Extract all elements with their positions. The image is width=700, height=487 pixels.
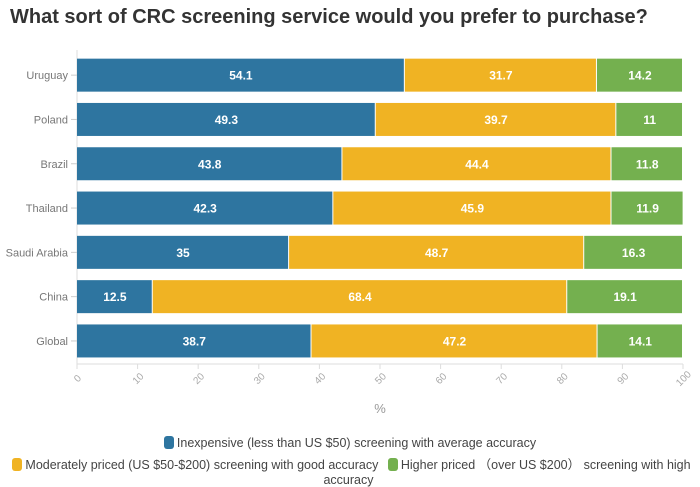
x-tick-label: 50: [373, 371, 389, 387]
bar-segment[interactable]: [342, 147, 611, 181]
data-label: 44.4: [465, 157, 489, 171]
bar-segment[interactable]: [77, 324, 311, 358]
x-tick-label: 40: [313, 371, 329, 387]
bar-segment[interactable]: [611, 191, 683, 225]
data-label: 38.7: [183, 334, 207, 348]
data-label: 47.2: [443, 334, 467, 348]
legend-row-1: Inexpensive (less than US $50) screening…: [0, 436, 700, 450]
bar-segment[interactable]: [404, 58, 596, 92]
data-label: 45.9: [461, 202, 485, 216]
data-label: 16.3: [622, 246, 646, 260]
bar-segment[interactable]: [77, 102, 375, 136]
data-label: 39.7: [484, 113, 508, 127]
data-label: 49.3: [215, 113, 239, 127]
category-label: Poland: [34, 114, 68, 126]
data-label: 12.5: [103, 290, 127, 304]
data-label: 48.7: [425, 246, 449, 260]
bar-segment[interactable]: [375, 102, 616, 136]
legend-swatch: [387, 458, 398, 471]
legend-item-inexpensive[interactable]: Inexpensive (less than US $50) screening…: [163, 436, 537, 450]
legend-row-2: Moderately priced (US $50-$200) screenin…: [0, 454, 700, 487]
bar-segment[interactable]: [567, 280, 682, 314]
bar-segment[interactable]: [596, 58, 682, 92]
bar-segment[interactable]: [597, 324, 682, 358]
bar-segment[interactable]: [584, 235, 682, 269]
legend-item-moderate[interactable]: Moderately priced (US $50-$200) screenin…: [12, 458, 378, 472]
chart-title: What sort of CRC screening service would…: [10, 6, 648, 28]
data-label: 11.8: [636, 157, 659, 171]
bar-segment[interactable]: [77, 235, 289, 269]
category-label: Saudi Arabia: [6, 247, 69, 259]
data-label: 11: [643, 113, 656, 127]
legend-swatch: [163, 436, 174, 449]
x-tick-label: 10: [131, 371, 147, 387]
x-tick-label: 80: [555, 371, 571, 387]
x-axis-title: %: [374, 401, 386, 416]
data-label: 54.1: [229, 69, 253, 83]
bar-segment[interactable]: [611, 147, 682, 181]
data-label: 14.1: [629, 334, 653, 348]
data-label: 31.7: [489, 69, 513, 83]
data-label: 19.1: [613, 290, 637, 304]
x-tick-label: 100: [674, 369, 694, 389]
bar-segment[interactable]: [616, 102, 682, 136]
x-tick-label: 0: [72, 373, 84, 385]
data-label: 43.8: [198, 157, 222, 171]
x-tick-label: 20: [191, 371, 207, 387]
x-tick-label: 30: [252, 371, 268, 387]
x-tick-label: 70: [494, 371, 510, 387]
bar-segment[interactable]: [77, 147, 342, 181]
bar-segment[interactable]: [289, 235, 584, 269]
x-tick-label: 90: [616, 371, 632, 387]
bar-segment[interactable]: [77, 280, 152, 314]
data-label: 68.4: [348, 290, 372, 304]
category-label: Uruguay: [26, 70, 68, 82]
category-label: Global: [36, 336, 68, 348]
category-label: Thailand: [26, 203, 68, 215]
legend-label: Higher priced （over US $200） screening w…: [323, 458, 691, 487]
x-tick-label: 60: [434, 371, 450, 387]
legend-item-higher[interactable]: Higher priced （over US $200） screening w…: [323, 458, 691, 487]
legend-label: Inexpensive (less than US $50) screening…: [176, 436, 537, 450]
bar-segment[interactable]: [311, 324, 597, 358]
legend-label: Moderately priced (US $50-$200) screenin…: [25, 458, 379, 472]
data-label: 35: [176, 246, 190, 260]
bar-segment[interactable]: [77, 191, 333, 225]
bar-segment[interactable]: [77, 58, 404, 92]
category-label: China: [39, 292, 69, 304]
category-label: Brazil: [40, 159, 68, 171]
legend-swatch: [12, 458, 23, 471]
data-label: 11.9: [636, 202, 659, 216]
data-label: 14.2: [628, 69, 652, 83]
bar-segment[interactable]: [152, 280, 567, 314]
data-label: 42.3: [193, 202, 217, 216]
bar-segment[interactable]: [333, 191, 611, 225]
